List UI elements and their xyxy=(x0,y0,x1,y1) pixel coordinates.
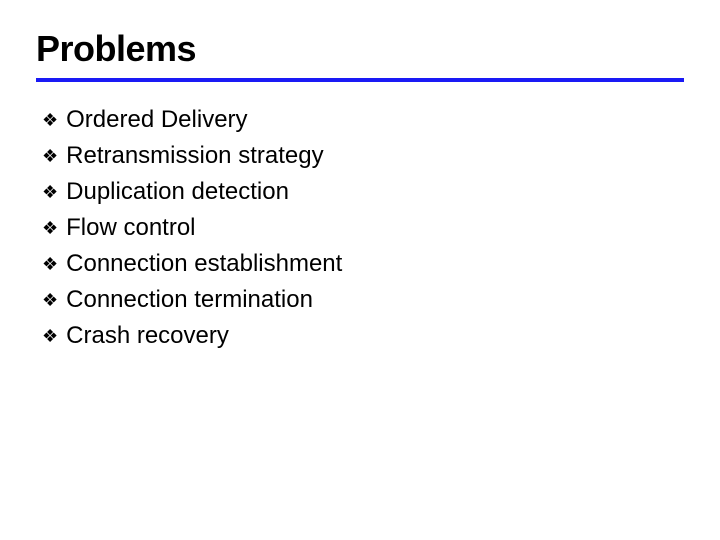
list-item: ❖ Crash recovery xyxy=(42,320,684,352)
bullet-icon: ❖ xyxy=(42,104,58,136)
bullet-icon: ❖ xyxy=(42,284,58,316)
list-item: ❖ Connection establishment xyxy=(42,248,684,280)
title-underline xyxy=(36,78,684,82)
list-item: ❖ Retransmission strategy xyxy=(42,140,684,172)
list-item-label: Ordered Delivery xyxy=(66,104,247,136)
slide-title: Problems xyxy=(36,28,684,70)
bullet-icon: ❖ xyxy=(42,212,58,244)
bullet-list: ❖ Ordered Delivery ❖ Retransmission stra… xyxy=(36,104,684,352)
list-item-label: Connection establishment xyxy=(66,248,342,280)
list-item: ❖ Duplication detection xyxy=(42,176,684,208)
list-item-label: Flow control xyxy=(66,212,195,244)
list-item: ❖ Flow control xyxy=(42,212,684,244)
bullet-icon: ❖ xyxy=(42,248,58,280)
list-item: ❖ Connection termination xyxy=(42,284,684,316)
list-item-label: Duplication detection xyxy=(66,176,289,208)
bullet-icon: ❖ xyxy=(42,320,58,352)
list-item-label: Retransmission strategy xyxy=(66,140,323,172)
list-item: ❖ Ordered Delivery xyxy=(42,104,684,136)
bullet-icon: ❖ xyxy=(42,176,58,208)
list-item-label: Connection termination xyxy=(66,284,313,316)
bullet-icon: ❖ xyxy=(42,140,58,172)
list-item-label: Crash recovery xyxy=(66,320,229,352)
